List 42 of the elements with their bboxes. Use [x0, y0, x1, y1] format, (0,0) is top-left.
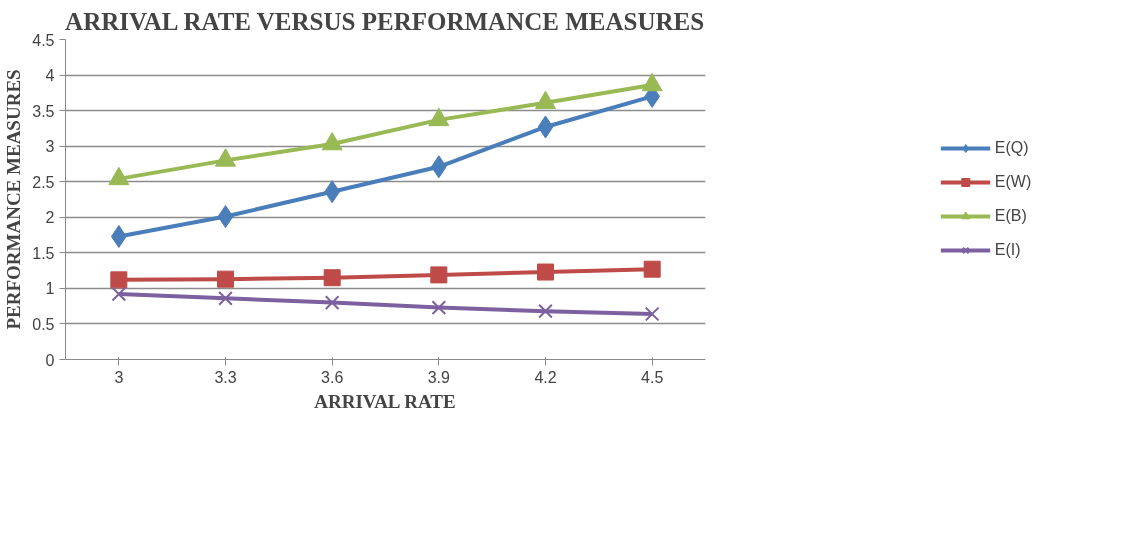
point [324, 295, 340, 310]
point [217, 270, 234, 288]
point [217, 205, 234, 229]
point [110, 271, 128, 289]
x-tick-label: 3.3 [214, 368, 237, 386]
x-tick-label: 4.5 [641, 368, 664, 386]
legend-label: E(Q) [994, 139, 1029, 157]
chart-title: ARRIVAL RATE VERSUS PERFORMANCE MEASURES [65, 7, 705, 35]
y-tick-label: 0 [45, 351, 55, 369]
point [644, 306, 660, 322]
point [108, 166, 130, 186]
point [323, 269, 341, 287]
y-tick-label: 1.5 [32, 244, 55, 262]
point [218, 290, 233, 306]
y-tick-label: 4.5 [32, 31, 55, 49]
x-axis-title: ARRIVAL RATE [314, 390, 456, 412]
point [643, 260, 661, 278]
point [428, 107, 450, 127]
x-tick-label: 3.9 [427, 368, 451, 386]
y-tick-label: 2.5 [32, 173, 55, 191]
point [641, 72, 663, 92]
y-tick-label: 0.5 [32, 315, 55, 333]
point [535, 90, 556, 110]
y-axis-title: PERFORMANCE MEASURES [3, 69, 25, 330]
legend-label: E(I) [994, 241, 1021, 259]
legend-label: E(W) [994, 173, 1032, 191]
legend-label: E(B) [994, 207, 1027, 225]
point [538, 303, 553, 319]
y-tick-label: 1 [45, 280, 55, 298]
y-tick-label: 2 [45, 209, 55, 227]
x-tick-label: 3.6 [321, 368, 344, 386]
y-tick-label: 3 [45, 138, 55, 156]
point [431, 300, 447, 315]
point [321, 131, 343, 151]
point [215, 148, 236, 167]
x-tick-label: 3 [114, 368, 124, 386]
y-tick-label: 4 [45, 67, 55, 85]
x-tick-label: 4.2 [534, 368, 557, 386]
point [111, 286, 127, 302]
y-tick-label: 3.5 [32, 102, 55, 120]
point [537, 263, 554, 281]
point [430, 266, 448, 284]
